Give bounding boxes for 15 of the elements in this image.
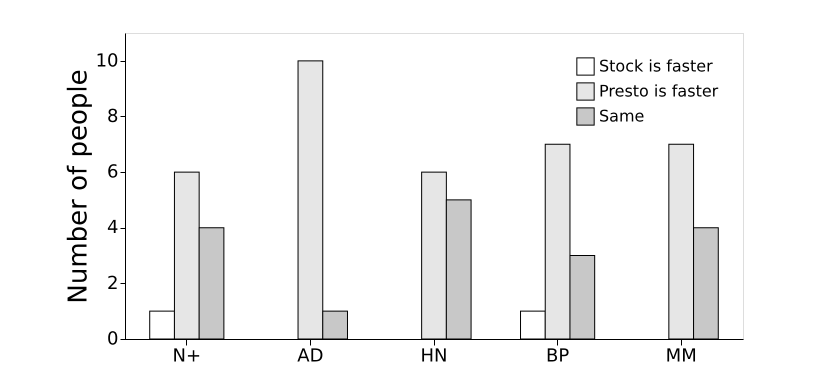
y-tick-label: 10 xyxy=(96,50,118,72)
y-tick-label: 8 xyxy=(107,106,118,127)
x-tick-label: AD xyxy=(297,346,324,366)
x-tick-label: N+ xyxy=(172,346,202,366)
x-tick-label: BP xyxy=(546,346,570,366)
x-tick-label: MM xyxy=(666,346,697,366)
y-axis-title: Number of people xyxy=(64,69,94,304)
x-tick-label: HN xyxy=(420,346,448,366)
y-tick-label: 6 xyxy=(107,162,118,183)
y-tick-label: 4 xyxy=(107,217,118,238)
y-tick-label: 2 xyxy=(107,272,118,294)
legend-label: Stock is faster xyxy=(599,56,714,76)
legend-label: Same xyxy=(599,106,644,126)
legend-label: Presto is faster xyxy=(599,82,719,100)
y-tick-label: 0 xyxy=(107,328,118,350)
